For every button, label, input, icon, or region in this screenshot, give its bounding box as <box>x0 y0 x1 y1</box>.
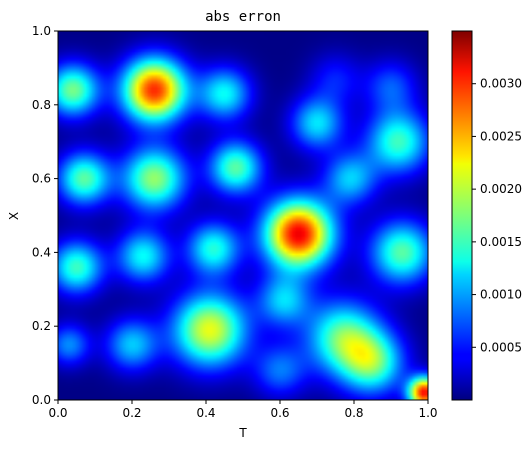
chart-title: abs erron <box>205 9 281 25</box>
y-tick-label: 0.0 <box>32 393 51 407</box>
colorbar-tick-label: 0.0020 <box>480 182 522 196</box>
x-tick-label: 0.2 <box>122 406 141 420</box>
colorbar-tick-label: 0.0005 <box>480 340 522 354</box>
y-tick-label: 0.6 <box>32 172 51 186</box>
x-tick-label: 1.0 <box>418 406 437 420</box>
colorbar-tick-label: 0.0030 <box>480 77 522 91</box>
colorbar-tick-label: 0.0015 <box>480 235 522 249</box>
y-tick-label: 1.0 <box>32 24 51 38</box>
colorbar: 0.0005 0.0010 0.0015 0.0020 0.0025 0.0030 <box>451 30 522 401</box>
colorbar-ticks: 0.0005 0.0010 0.0015 0.0020 0.0025 0.0030 <box>472 77 522 354</box>
y-tick-label: 0.4 <box>32 245 51 259</box>
colorbar-gradient <box>452 31 472 400</box>
y-axis-label: X <box>7 212 21 220</box>
colorbar-tick-label: 0.0010 <box>480 288 522 302</box>
x-tick-label: 0.8 <box>344 406 363 420</box>
colorbar-frame <box>451 30 473 401</box>
y-axis: 0.0 0.2 0.4 0.6 0.8 1.0 <box>32 24 58 407</box>
plot-frame <box>57 30 429 401</box>
heatmap-image <box>58 31 428 400</box>
x-axis-label: T <box>238 426 247 440</box>
y-tick-label: 0.8 <box>32 98 51 112</box>
y-tick-label: 0.2 <box>32 319 51 333</box>
x-tick-label: 0.0 <box>48 406 67 420</box>
colorbar-tick-label: 0.0025 <box>480 129 522 143</box>
x-tick-label: 0.6 <box>270 406 289 420</box>
x-tick-label: 0.4 <box>196 406 215 420</box>
x-axis: 0.0 0.2 0.4 0.6 0.8 1.0 <box>48 400 438 420</box>
plot-area <box>58 31 428 400</box>
